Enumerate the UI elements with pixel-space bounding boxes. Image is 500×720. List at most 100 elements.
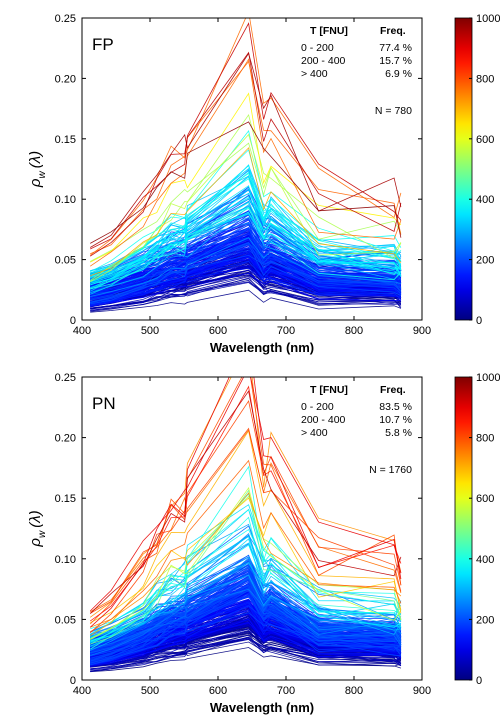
panel-label: PN <box>92 394 116 413</box>
colorbar-tick-label: 0 <box>476 675 482 687</box>
spectrum-line <box>90 538 402 647</box>
x-tick-label: 900 <box>413 325 431 337</box>
spectrum-line <box>90 281 401 309</box>
spectrum-line <box>90 174 401 295</box>
colorbar-tick-label: 400 <box>476 554 494 566</box>
spectrum-line <box>89 377 402 612</box>
x-tick-label: 700 <box>277 685 295 697</box>
spectrum-line <box>89 390 402 614</box>
plot-frame <box>81 376 423 681</box>
x-tick-label: 400 <box>73 325 91 337</box>
table-frequency: 15.7 % <box>379 55 412 67</box>
table-range: 200 - 400 <box>301 414 346 426</box>
table-range: 0 - 200 <box>301 42 334 54</box>
y-tick-label: 0.25 <box>55 13 76 25</box>
spectrum-line <box>90 557 402 656</box>
spectrum-line <box>90 197 402 278</box>
spectrum-line <box>90 486 402 640</box>
spectrum-line <box>89 459 402 633</box>
colorbar-label: T [FNU] <box>497 144 500 195</box>
spectrum-line <box>90 92 402 263</box>
y-tick-label: 0.05 <box>55 255 76 267</box>
colorbar-tick-label: 1000 <box>476 372 500 384</box>
colorbar-tick-label: 0 <box>476 315 482 327</box>
spectrum-line <box>90 497 402 623</box>
spectrum-line <box>90 624 402 667</box>
spectrum-line <box>90 561 402 637</box>
x-tick-label: 500 <box>141 325 159 337</box>
spectrum-line <box>90 178 402 274</box>
colorbar-label: T [FNU ] <box>497 501 500 555</box>
spectrum-line <box>89 51 402 257</box>
spectra-lines <box>89 377 402 673</box>
x-tick-label: 900 <box>413 685 431 697</box>
spectrum-line <box>90 492 402 628</box>
x-tick-label: 600 <box>209 325 227 337</box>
x-tick-label: 700 <box>277 325 295 337</box>
colorbar-tick-label: 400 <box>476 194 494 206</box>
table-frequency: 83.5 % <box>379 401 412 413</box>
colorbar-tick-label: 600 <box>476 134 494 146</box>
table-range: > 400 <box>301 68 328 80</box>
table-range: > 400 <box>301 427 328 439</box>
spectrum-line <box>90 639 402 672</box>
colorbar <box>454 376 473 681</box>
colorbar-tick-label: 1000 <box>476 13 500 25</box>
chart-panel-fp: 400 500 600 700 800 900 0 0.05 0.10 0.15 0.20 0.25 W… <box>27 13 500 355</box>
spectrum-line <box>90 590 402 662</box>
spectrum-line <box>89 523 402 636</box>
spectrum-line <box>90 574 402 642</box>
y-tick-label: 0.15 <box>55 134 76 146</box>
spectra-lines <box>89 18 402 313</box>
table-frequency: 77.4 % <box>379 42 412 54</box>
x-tick-label: 400 <box>73 685 91 697</box>
x-tick-label: 800 <box>345 685 363 697</box>
panel-label: FP <box>92 35 114 54</box>
y-tick-label: 0 <box>70 315 76 327</box>
spectrum-line <box>90 243 402 304</box>
spectrum-line <box>89 377 402 618</box>
spectrum-line <box>90 129 402 273</box>
chart-panel-pn: 400 500 600 700 800 900 0 0.05 0.10 0.15 0.20 0.25 W… <box>27 372 500 715</box>
colorbar-tick-label: 800 <box>476 433 494 445</box>
spectrum-line <box>90 205 401 275</box>
spectrum-line <box>90 237 401 297</box>
x-tick-label: 800 <box>345 325 363 337</box>
plot-frame <box>81 17 423 321</box>
spectrum-line <box>90 618 402 666</box>
x-axis-label: Wavelength (nm) <box>210 700 314 715</box>
x-axis-label: Wavelength (nm) <box>210 340 314 355</box>
spectrum-line <box>90 261 402 304</box>
spectrum-line <box>90 207 402 290</box>
spectrum-line <box>90 544 402 642</box>
colorbar-tick-label: 600 <box>476 493 494 505</box>
spectrum-line <box>90 242 402 305</box>
spectrum-line <box>90 542 402 638</box>
table-header-turbidity: T [FNU] <box>310 384 348 396</box>
spectrum-line <box>90 637 402 671</box>
y-tick-label: 0.25 <box>55 372 76 384</box>
spectrum-line <box>90 121 402 244</box>
y-axis-label: ρw(λ) <box>27 510 48 547</box>
n-count-label: N = 780 <box>375 105 412 117</box>
spectrum-line <box>89 18 402 256</box>
spectrum-line <box>90 272 402 309</box>
y-tick-label: 0.05 <box>55 614 76 626</box>
spectrum-line <box>90 535 402 643</box>
spectrum-line <box>90 529 402 639</box>
spectrum-line <box>90 142 402 262</box>
table-header-frequency: Freq. <box>380 384 406 396</box>
spectrum-line <box>90 147 402 277</box>
spectrum-line <box>90 272 401 305</box>
table-range: 200 - 400 <box>301 55 346 67</box>
colorbar-tick-label: 200 <box>476 255 494 267</box>
y-tick-label: 0.10 <box>55 554 76 566</box>
spectrum-line <box>90 564 402 645</box>
colorbar <box>454 17 473 321</box>
y-tick-label: 0.10 <box>55 194 76 206</box>
spectrum-line <box>90 489 402 645</box>
spectrum-line <box>89 399 402 634</box>
table-frequency: 10.7 % <box>379 414 412 426</box>
table-frequency: 6.9 % <box>385 68 412 80</box>
